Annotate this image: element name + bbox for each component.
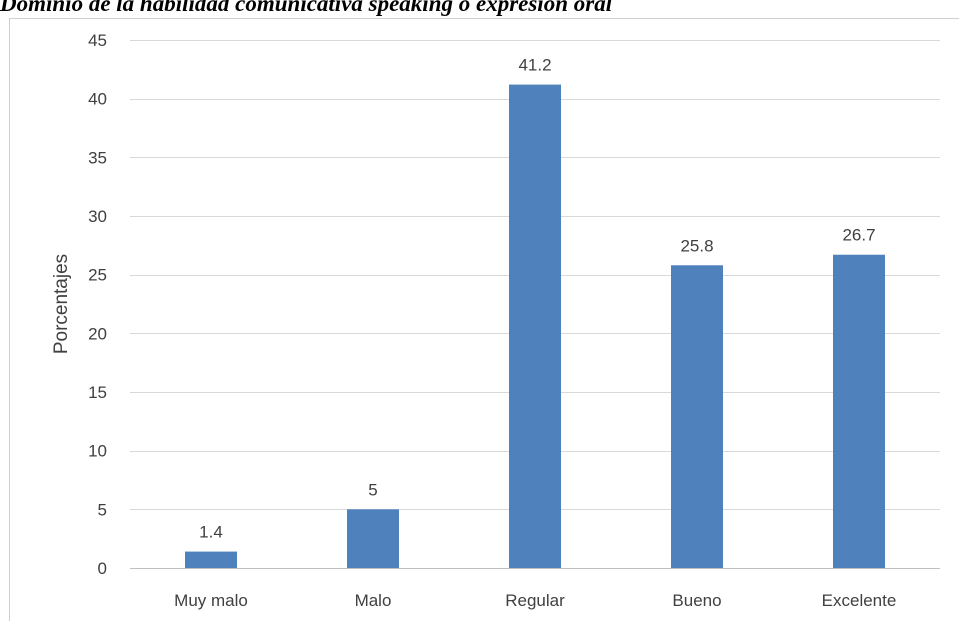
data-label: 5 (368, 480, 377, 499)
y-tick-label: 25 (88, 266, 107, 285)
y-axis-label: Porcentajes (51, 254, 72, 354)
bar (833, 254, 885, 568)
y-tick-label: 35 (88, 148, 107, 167)
x-tick-label: Muy malo (174, 591, 248, 610)
x-tick-label: Malo (355, 591, 392, 610)
x-tick-label: Regular (505, 591, 565, 610)
data-label: 1.4 (199, 523, 223, 542)
bar (347, 509, 399, 568)
y-tick-label: 45 (88, 31, 107, 50)
chart-frame-left-border (9, 18, 10, 621)
y-tick-label: 40 (88, 90, 107, 109)
y-tick-label: 30 (88, 207, 107, 226)
bar (671, 265, 723, 568)
bar (185, 551, 237, 568)
bar (509, 84, 561, 568)
data-labels: 1.4 5 41.2 25.8 26.7 (199, 56, 875, 542)
y-tick-label: 0 (98, 559, 107, 578)
data-label: 25.8 (680, 236, 713, 255)
y-tick-label: 20 (88, 324, 107, 343)
x-tick-label: Bueno (672, 591, 721, 610)
x-axis-ticks: Muy malo Malo Regular Bueno Excelente (174, 591, 896, 610)
data-label: 26.7 (842, 226, 875, 245)
chart-frame-top-border (10, 18, 959, 19)
y-tick-label: 15 (88, 383, 107, 402)
y-tick-label: 10 (88, 442, 107, 461)
y-tick-label: 5 (98, 500, 107, 519)
data-label: 41.2 (518, 56, 551, 75)
figure-caption: Dominio de la habilidad comunicativa spe… (0, 0, 613, 16)
y-axis-ticks: 0 5 10 15 20 25 30 35 40 45 (88, 31, 107, 578)
x-tick-label: Excelente (822, 591, 897, 610)
bars (185, 84, 885, 568)
